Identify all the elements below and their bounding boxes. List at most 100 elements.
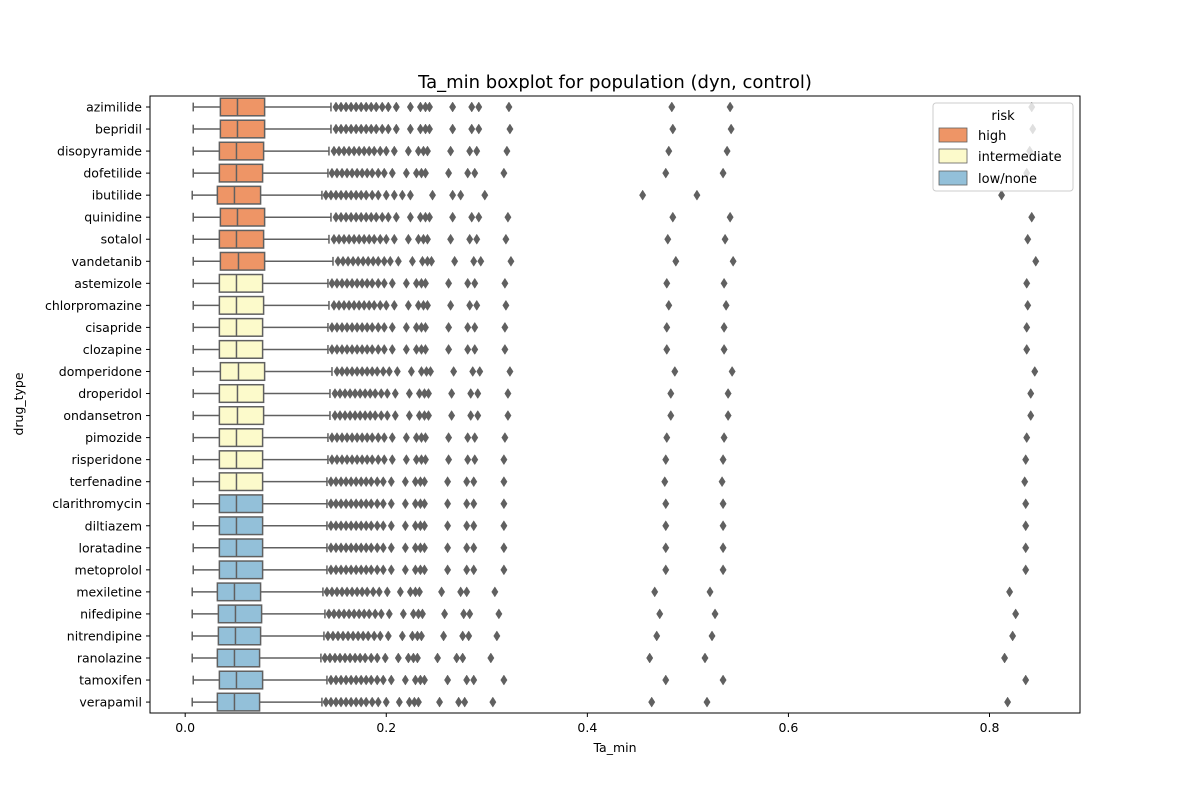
outlier-point [447, 233, 455, 245]
outlier-point [386, 255, 394, 267]
outlier-point [350, 608, 358, 620]
outlier-point [388, 277, 396, 289]
box-iqr [216, 582, 262, 602]
outlier-point [464, 167, 472, 179]
outlier-point [441, 608, 449, 620]
outlier-point [362, 564, 370, 576]
outlier-point [350, 145, 358, 157]
outlier-point [471, 277, 479, 289]
outlier-point [336, 652, 344, 664]
outlier-point [471, 432, 479, 444]
outlier-point [340, 299, 348, 311]
outlier-point [1027, 410, 1035, 422]
outlier-point [328, 454, 336, 466]
outlier-point [651, 586, 659, 598]
y-tick-label: azimilide [86, 100, 142, 115]
outlier-point [398, 630, 406, 642]
outlier-point [357, 189, 365, 201]
outlier-point [351, 652, 359, 664]
outlier-point [464, 321, 472, 333]
outlier-point [378, 101, 386, 113]
y-tick-label: clarithromycin [52, 496, 142, 511]
outlier-point [385, 608, 393, 620]
outlier-point [506, 123, 514, 135]
outlier-point [332, 542, 340, 554]
outlier-point [473, 145, 481, 157]
outlier-point [365, 299, 373, 311]
box-group-terfenadine [192, 472, 1029, 492]
x-axis-label: Ta_min [592, 740, 636, 755]
outlier-point [344, 630, 352, 642]
outlier-point [500, 498, 508, 510]
outlier-point [414, 696, 422, 708]
outlier-point [387, 520, 395, 532]
outlier-point [398, 189, 406, 201]
outlier-point [367, 674, 375, 686]
outlier-point [465, 630, 473, 642]
outlier-point [332, 101, 340, 113]
outlier-point [358, 167, 366, 179]
outlier-point [468, 123, 476, 135]
outlier-point [405, 388, 413, 399]
outlier-point [384, 211, 392, 223]
y-tick-label: verapamil [79, 695, 142, 710]
outlier-point [370, 233, 378, 245]
y-tick-label: pimozide [85, 430, 142, 445]
outlier-point [726, 101, 734, 113]
outlier-point [342, 498, 350, 510]
outlier-point [474, 388, 482, 399]
outlier-point [382, 145, 390, 157]
outlier-point [464, 343, 472, 355]
outlier-point [464, 454, 472, 466]
outlier-point [412, 343, 420, 355]
outlier-point [353, 343, 361, 355]
outlier-point [372, 123, 380, 135]
box-group-droperidol [192, 383, 1035, 404]
outlier-point [328, 167, 336, 179]
outlier-point [333, 586, 341, 598]
outlier-point [1023, 321, 1031, 333]
outlier-point [358, 586, 366, 598]
outlier-point [382, 696, 390, 708]
outlier-point [412, 432, 420, 444]
outlier-point [343, 454, 351, 466]
outlier-point [375, 586, 383, 598]
legend-label-low-none: low/none [978, 172, 1037, 187]
outlier-point [392, 123, 400, 135]
box-group-ondansetron [192, 406, 1035, 426]
outlier-point [493, 630, 501, 642]
outlier-point [418, 255, 426, 267]
outlier-point [360, 299, 368, 311]
outlier-point [653, 630, 661, 642]
outlier-point [332, 498, 340, 510]
outlier-point [471, 321, 479, 333]
outlier-point [639, 189, 647, 201]
outlier-point [383, 410, 391, 422]
plot-marks [191, 97, 1040, 712]
outlier-point [420, 564, 428, 576]
box-iqr [218, 560, 264, 580]
outlier-point [360, 233, 368, 245]
box-iqr [219, 251, 266, 271]
outlier-point [329, 630, 337, 642]
outlier-point [359, 255, 367, 267]
outlier-point [475, 123, 483, 135]
outlier-point [322, 696, 330, 708]
outlier-point [327, 476, 335, 488]
outlier-point [425, 388, 432, 399]
outlier-point [352, 696, 360, 708]
outlier-point [501, 321, 509, 333]
outlier-point [475, 101, 483, 113]
outlier-point [481, 189, 489, 201]
outlier-point [415, 410, 423, 422]
outlier-point [327, 674, 335, 686]
box-group-domperidone [192, 361, 1039, 382]
legend-title: risk [991, 109, 1015, 124]
outlier-point [377, 388, 385, 399]
x-tick-label: 0.8 [980, 720, 1000, 735]
box-iqr [217, 626, 262, 646]
outlier-point [337, 101, 345, 113]
outlier-point [352, 476, 360, 488]
outlier-point [347, 101, 355, 113]
outlier-point [362, 674, 370, 686]
